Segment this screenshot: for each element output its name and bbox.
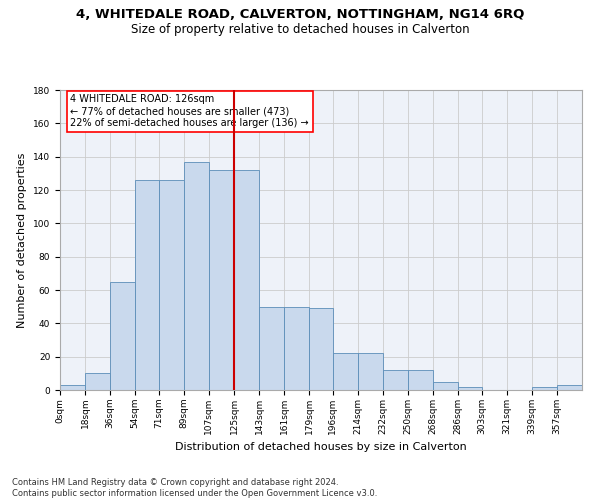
Bar	[284, 306, 309, 390]
Text: Contains HM Land Registry data © Crown copyright and database right 2024.
Contai: Contains HM Land Registry data © Crown c…	[12, 478, 377, 498]
Bar	[209, 170, 234, 390]
Bar	[85, 374, 110, 390]
Text: Distribution of detached houses by size in Calverton: Distribution of detached houses by size …	[175, 442, 467, 452]
Bar	[408, 370, 433, 390]
Bar	[184, 162, 209, 390]
Bar	[110, 282, 135, 390]
Bar	[532, 386, 557, 390]
Bar	[358, 354, 383, 390]
Bar	[60, 385, 85, 390]
Bar	[433, 382, 458, 390]
Bar	[383, 370, 408, 390]
Bar	[135, 180, 159, 390]
Text: 4, WHITEDALE ROAD, CALVERTON, NOTTINGHAM, NG14 6RQ: 4, WHITEDALE ROAD, CALVERTON, NOTTINGHAM…	[76, 8, 524, 20]
Bar	[309, 308, 333, 390]
Bar	[458, 386, 482, 390]
Bar	[159, 180, 184, 390]
Bar	[557, 385, 582, 390]
Y-axis label: Number of detached properties: Number of detached properties	[17, 152, 28, 328]
Bar	[234, 170, 259, 390]
Bar	[259, 306, 284, 390]
Text: 4 WHITEDALE ROAD: 126sqm
← 77% of detached houses are smaller (473)
22% of semi-: 4 WHITEDALE ROAD: 126sqm ← 77% of detach…	[70, 94, 309, 128]
Text: Size of property relative to detached houses in Calverton: Size of property relative to detached ho…	[131, 22, 469, 36]
Bar	[333, 354, 358, 390]
